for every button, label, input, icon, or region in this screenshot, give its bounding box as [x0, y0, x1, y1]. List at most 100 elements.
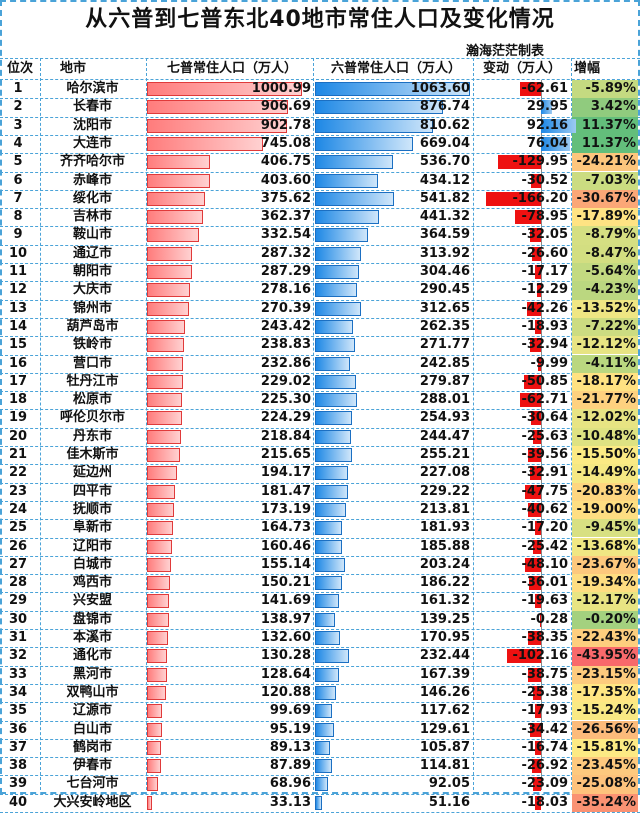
- census6-value: 181.93: [419, 520, 470, 536]
- census6-bar: [315, 265, 360, 279]
- city-cell: 盘锦市: [72, 611, 112, 627]
- table-frame: [0, 0, 640, 794]
- census6-value: 536.70: [419, 154, 470, 170]
- city-cell: 鞍山市: [72, 227, 112, 243]
- page-title: 从六普到七普东北40地市常住人口及变化情况: [85, 7, 555, 32]
- growth-value: -15.24%: [576, 703, 636, 719]
- change-value: -39.56: [521, 447, 568, 462]
- growth-value: -18.17%: [576, 373, 636, 389]
- table-row: 6 赤峰市 403.60 434.12 -30.52 -7.03%: [0, 171, 640, 190]
- census7-bar: [147, 759, 161, 774]
- change-bar: [520, 393, 541, 408]
- growth-value: 3.42%: [590, 99, 636, 115]
- header-census7: 七普常住人口（万人）: [166, 61, 297, 76]
- city-cell: 黑河市: [72, 666, 112, 682]
- signature-label: 瀚海茫茫制表: [465, 44, 544, 59]
- growth-value: -30.67%: [576, 190, 636, 206]
- census7-bar: [147, 228, 199, 243]
- census6-bar: [315, 429, 351, 444]
- census7-bar: [147, 777, 158, 792]
- growth-cell-fill: [572, 244, 638, 263]
- table-row: 20 丹东市 218.84 244.47 -25.63 -10.48%: [0, 427, 640, 446]
- row-divider: [0, 574, 640, 576]
- census6-bar: [315, 319, 354, 334]
- growth-cell-fill: [572, 391, 638, 410]
- table-row: 18 松原市 225.30 288.01 -62.71 -21.77%: [0, 391, 640, 410]
- table-row: 21 佳木斯市 215.65 255.21 -39.56 -15.50%: [0, 446, 640, 465]
- census6-value: 92.05: [428, 776, 470, 792]
- rank-cell: 23: [8, 483, 28, 499]
- row-divider: [0, 647, 640, 649]
- census6-value: 441.32: [419, 209, 470, 225]
- growth-cell-fill: [572, 281, 638, 300]
- census7-bar: [147, 704, 163, 719]
- growth-value: -43.95%: [576, 648, 636, 664]
- growth-cell-fill: [572, 464, 638, 483]
- census6-value: 262.35: [419, 318, 470, 334]
- growth-cell-fill: [572, 647, 638, 666]
- rank-cell: 35: [8, 703, 28, 719]
- city-cell: 通化市: [72, 648, 112, 664]
- rank-cell: 11: [8, 264, 28, 279]
- change-value: 92.16: [526, 117, 568, 133]
- column-divider: [146, 58, 147, 790]
- rank-cell: 13: [8, 300, 28, 316]
- growth-cell-fill: [572, 208, 638, 227]
- row-divider: [0, 263, 640, 264]
- change-bar: [524, 374, 541, 389]
- row-divider: [0, 592, 640, 594]
- row-divider: [0, 702, 640, 704]
- table-row: 22 延边州 194.17 227.08 -32.91 -14.49%: [0, 464, 640, 483]
- rank-cell: 29: [8, 593, 28, 609]
- growth-value: -12.17%: [576, 593, 636, 609]
- change-value: -12.29: [521, 282, 568, 298]
- census6-bar: [315, 740, 331, 755]
- growth-cell-fill: [572, 519, 638, 538]
- census7-bar: [147, 576, 171, 591]
- change-bar: [525, 484, 541, 499]
- row-divider: [0, 336, 640, 338]
- rank-cell: 37: [8, 739, 28, 755]
- census7-value: 89.13: [269, 739, 311, 755]
- change-bar: [532, 246, 541, 261]
- header-city: 地市: [60, 61, 87, 76]
- table-row: 35 辽源市 99.69 117.62 -17.93 -15.24%: [0, 702, 640, 721]
- census6-bar: [315, 82, 470, 96]
- city-cell: 哈尔滨市: [66, 81, 119, 96]
- city-cell: 兴安盟: [72, 593, 112, 609]
- growth-value: -22.43%: [576, 630, 636, 645]
- change-bar: [528, 667, 541, 682]
- census6-value: 105.87: [419, 739, 470, 755]
- census6-bar: [315, 649, 349, 664]
- row-divider: [0, 519, 640, 521]
- census6-bar: [315, 612, 336, 627]
- census7-bar: [147, 283, 191, 298]
- census7-value: 95.19: [269, 721, 311, 737]
- growth-cell-fill: [572, 720, 638, 739]
- census6-bar: [315, 155, 394, 170]
- table-row: 40 大兴安岭地区 33.13 51.16 -18.03 -35.24%: [0, 793, 640, 812]
- row-divider: [0, 208, 640, 210]
- row-divider: [0, 317, 640, 319]
- growth-value: -19.34%: [576, 575, 636, 591]
- change-bar: [527, 301, 541, 316]
- change-bar: [530, 411, 541, 426]
- census7-bar: [147, 685, 166, 700]
- change-value: -166.20: [512, 190, 568, 206]
- city-cell: 白山市: [72, 721, 112, 737]
- row-divider: [0, 665, 640, 667]
- row-divider: [0, 226, 640, 228]
- census6-value: 170.95: [419, 630, 470, 645]
- census7-value: 1000.99: [251, 81, 311, 96]
- row-divider: [0, 446, 640, 447]
- census7-bar: [147, 740, 161, 755]
- growth-value: -24.21%: [576, 154, 636, 170]
- census6-value: 186.22: [419, 575, 470, 591]
- census6-bar: [315, 795, 323, 810]
- change-bar: [507, 649, 541, 664]
- change-value: -17.93: [521, 703, 568, 719]
- growth-cell-fill: [572, 427, 638, 446]
- census6-value: 229.22: [419, 483, 470, 499]
- census7-value: 243.42: [260, 318, 311, 334]
- census6-bar: [315, 173, 379, 188]
